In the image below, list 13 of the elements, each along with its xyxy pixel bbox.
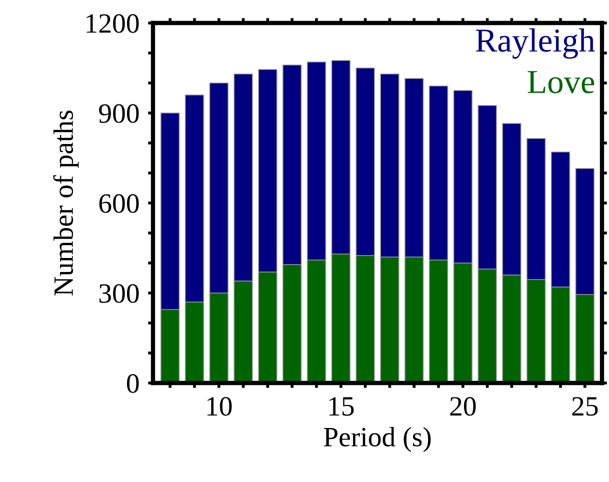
- series-label: Rayleigh: [476, 28, 595, 59]
- y-tick-label: 300: [99, 284, 139, 303]
- text: Love: [528, 71, 594, 94]
- y-tick-label: 600: [99, 194, 139, 213]
- x-tick-label: 15: [329, 397, 354, 416]
- y-axis-title: Number of paths: [53, 110, 79, 296]
- y-tick-label: 900: [99, 104, 139, 123]
- x-tick-label: 10: [207, 396, 232, 416]
- x-tick-label: 20: [450, 396, 476, 416]
- y-tick-label: 0: [126, 374, 139, 393]
- x-axis-title: Period (s): [324, 426, 431, 452]
- y-tick-label: 1200: [86, 14, 139, 33]
- x-tick-label: 25: [572, 397, 598, 416]
